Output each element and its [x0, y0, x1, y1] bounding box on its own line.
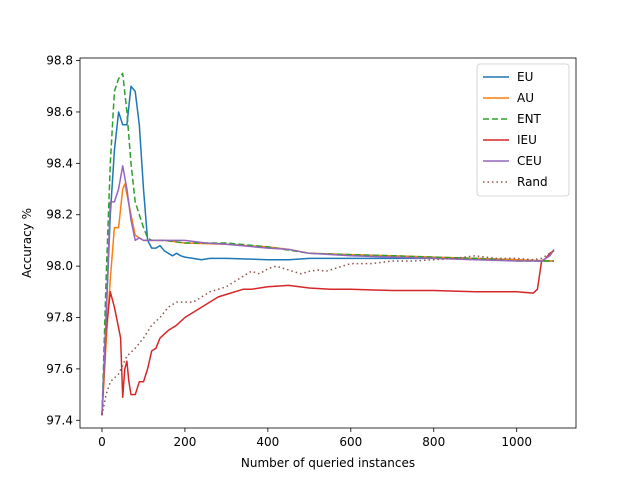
y-tick-label: 98.4: [46, 156, 73, 170]
series-layer: [101, 72, 555, 416]
x-tick-label: 600: [339, 435, 362, 449]
plot-frame: [79, 57, 577, 429]
legend-label: Rand: [517, 175, 548, 189]
y-axis-label: Accuracy %: [20, 208, 34, 278]
x-axis-ticks: 0 200 400 600 800 1000: [98, 428, 532, 449]
legend-box: [476, 63, 570, 197]
series-line-ceu: [101, 165, 555, 416]
x-tick-label: 200: [173, 435, 196, 449]
legend-label: CEU: [517, 154, 542, 168]
legend-label: EU: [517, 70, 533, 84]
legend-label: IEU: [517, 133, 537, 147]
series-line-eu: [101, 85, 554, 416]
x-tick-label: 400: [256, 435, 279, 449]
x-tick-label: 1000: [501, 435, 532, 449]
y-tick-label: 97.8: [46, 311, 73, 325]
x-tick-label: 0: [98, 435, 106, 449]
y-tick-label: 98.0: [46, 259, 73, 273]
y-tick-label: 98.2: [46, 208, 73, 222]
series-line-ieu: [101, 250, 555, 416]
y-tick-label: 97.6: [46, 362, 73, 376]
legend: EU AU ENT IEU CEU Rand: [476, 63, 570, 197]
series-line-ent: [101, 72, 554, 416]
y-tick-label: 98.8: [46, 54, 73, 68]
legend-label: ENT: [517, 112, 542, 126]
x-tick-label: 800: [422, 435, 445, 449]
y-tick-label: 98.6: [46, 105, 73, 119]
series-line-rand: [101, 250, 555, 416]
y-tick-label: 97.4: [46, 413, 73, 427]
y-axis-ticks: 97.4 97.6 97.8 98.0 98.2 98.4 98.6 98.8: [46, 54, 80, 427]
x-axis-label: Number of queried instances: [241, 456, 415, 470]
legend-label: AU: [517, 91, 534, 105]
